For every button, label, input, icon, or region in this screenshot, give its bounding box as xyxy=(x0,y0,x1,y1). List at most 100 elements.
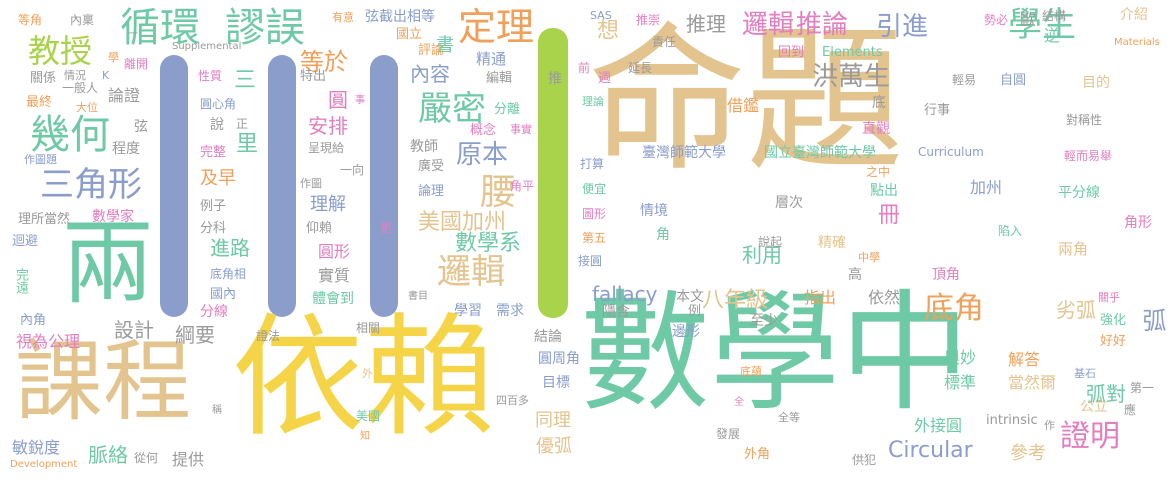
word-lijie: 理解 xyxy=(310,194,346,215)
word-jieyuan: 接圓 xyxy=(578,254,603,268)
word-cengci: 層次 xyxy=(775,195,803,211)
word-biaozhun: 標準 xyxy=(944,373,977,392)
word-guonei: 國內 xyxy=(210,287,237,302)
word-san: 三 xyxy=(234,68,257,93)
word-yibanren: 一般人 xyxy=(62,81,99,95)
word-ou: 歐 xyxy=(1020,10,1037,29)
word-guoli: 國立 xyxy=(396,27,423,42)
word-ni: 逆 xyxy=(1044,26,1061,45)
word-dijiao: 底角 xyxy=(924,291,984,326)
word-taiwanshida: 臺灣師範大學 xyxy=(642,145,726,161)
word-neirong: 內容 xyxy=(410,62,450,86)
word-shuo: 說 xyxy=(210,117,224,133)
word-meiguojiazhou: 美國加州 xyxy=(418,210,507,235)
word-jiao: 角 xyxy=(656,227,670,243)
word-dingli: 定理 xyxy=(458,5,535,49)
word-yinjin: 引進 xyxy=(876,12,929,42)
word-guanxi: 關係 xyxy=(30,71,57,86)
word-techu: 特出 xyxy=(300,69,327,84)
word-zuotu: 作圖 xyxy=(300,177,322,190)
word-tuxing: 圖形 xyxy=(582,207,607,221)
word-kecheng: 課程 xyxy=(15,330,192,433)
word-miuwu: 謬誤 xyxy=(225,5,305,51)
word-meiguo: 美國 xyxy=(356,409,381,423)
word-fallacy: fallacy xyxy=(592,282,658,306)
word-dasuan: 打算 xyxy=(580,157,605,171)
word-yuanzhoujiao: 圓周角 xyxy=(538,351,580,367)
word-tui: 推 xyxy=(548,71,562,87)
word-xianjiechuxiangdeng: 弦截出相等 xyxy=(365,9,435,25)
word-minruidu: 敏銳度 xyxy=(12,438,61,457)
word-qingkuang: 情況 xyxy=(64,69,86,82)
word-shiweigongli: 視為公理 xyxy=(16,332,81,351)
word-shi: 事 xyxy=(355,95,365,106)
word-benwen: 本文 xyxy=(676,289,704,305)
word-hu: 弧 xyxy=(1138,308,1166,332)
word-di: 底 xyxy=(872,95,886,111)
word-huidao: 回到 xyxy=(778,45,805,60)
word-geng: 更 xyxy=(380,221,393,235)
word-ying: 應 xyxy=(1124,403,1137,417)
word-jielun: 結論 xyxy=(534,329,562,345)
word-cheng: 稱 xyxy=(212,405,222,416)
word-guolitaiwanshida: 國立臺灣師範大學 xyxy=(764,145,876,161)
word-dawei: 大位 xyxy=(76,101,98,114)
word-tuilun: 推論 xyxy=(796,10,849,40)
word-tigong: 提供 xyxy=(172,450,205,469)
word-zuotuti: 作圖題 xyxy=(24,153,57,166)
bar-blue-2 xyxy=(268,55,296,317)
word-yao: 腰 xyxy=(480,172,517,213)
word-zuo: 作 xyxy=(1044,419,1055,432)
word-quandeng: 全等 xyxy=(778,411,800,424)
word-qingyi: 輕易 xyxy=(952,73,977,87)
word-qianghua: 強化 xyxy=(1100,313,1127,328)
word-lilun: 理論 xyxy=(582,95,604,108)
word-xuesheng: 學生 xyxy=(1008,5,1076,45)
word-shuxuezhong: 數學中 xyxy=(580,277,971,429)
word-ce: 冊 xyxy=(878,203,901,228)
word-yuanben: 原本 xyxy=(456,140,509,170)
word-quan: 全 xyxy=(734,397,744,408)
word-xingzhi: 性質 xyxy=(198,69,223,83)
word-jinlu: 進路 xyxy=(210,236,250,260)
word-cankao: 參考 xyxy=(1010,443,1046,464)
word-jieshao: 介紹 xyxy=(1120,7,1148,23)
word-pingfenxian: 平分線 xyxy=(1058,185,1100,201)
word-mubiao: 目標 xyxy=(542,375,570,391)
word-duichenxing: 對稱性 xyxy=(1066,113,1103,127)
word-wai: 外 xyxy=(362,367,373,380)
word-shumu: 書目 xyxy=(408,291,428,302)
word-diyun: 底蘊 xyxy=(740,365,762,378)
word-tuili: 推理 xyxy=(686,12,726,36)
word-gongli: 公立 xyxy=(1080,399,1108,415)
word-gongfan: 供犯 xyxy=(852,453,877,467)
word-pinglun: 評論 xyxy=(418,43,445,58)
word-jiejian: 借鑑 xyxy=(727,96,760,115)
word-zhizhong: 之中 xyxy=(866,165,891,179)
word-mudi: 目的 xyxy=(1082,75,1110,91)
word-sheji: 設計 xyxy=(114,318,154,342)
word-supplemental: Supplemental xyxy=(172,41,242,52)
word-curriculum: Curriculum xyxy=(918,145,984,159)
word-elements: Elements xyxy=(822,45,883,60)
bar-blue-3 xyxy=(370,55,398,317)
word-intrinsic: intrinsic xyxy=(986,413,1038,428)
word-xingshi: 行事 xyxy=(924,103,951,118)
word-jihe: 幾何 xyxy=(30,112,110,158)
word-fenke: 分科 xyxy=(200,221,227,236)
word-shibi: 勢必 xyxy=(984,13,1009,27)
word-qian: 前 xyxy=(578,61,591,75)
word-qingeryiju: 輕而易舉 xyxy=(1064,149,1113,163)
word-anpai: 安排 xyxy=(308,114,348,138)
word-conghe: 從何 xyxy=(134,451,159,465)
word-banianji: 八年級 xyxy=(702,288,769,313)
word-liang: 兩 xyxy=(62,210,155,317)
word-diyi: 第一 xyxy=(1130,381,1155,395)
word-luoji-2: 邏輯 xyxy=(437,252,505,292)
word-tongli: 同理 xyxy=(535,410,571,431)
word-yanchang: 延長 xyxy=(628,61,653,75)
word-liyong: 利用 xyxy=(742,243,782,267)
word-xiangguan: 相關 xyxy=(356,321,381,335)
word-lisuodangran: 理所當然 xyxy=(18,212,71,227)
word-liehu: 劣弧 xyxy=(1056,298,1096,322)
